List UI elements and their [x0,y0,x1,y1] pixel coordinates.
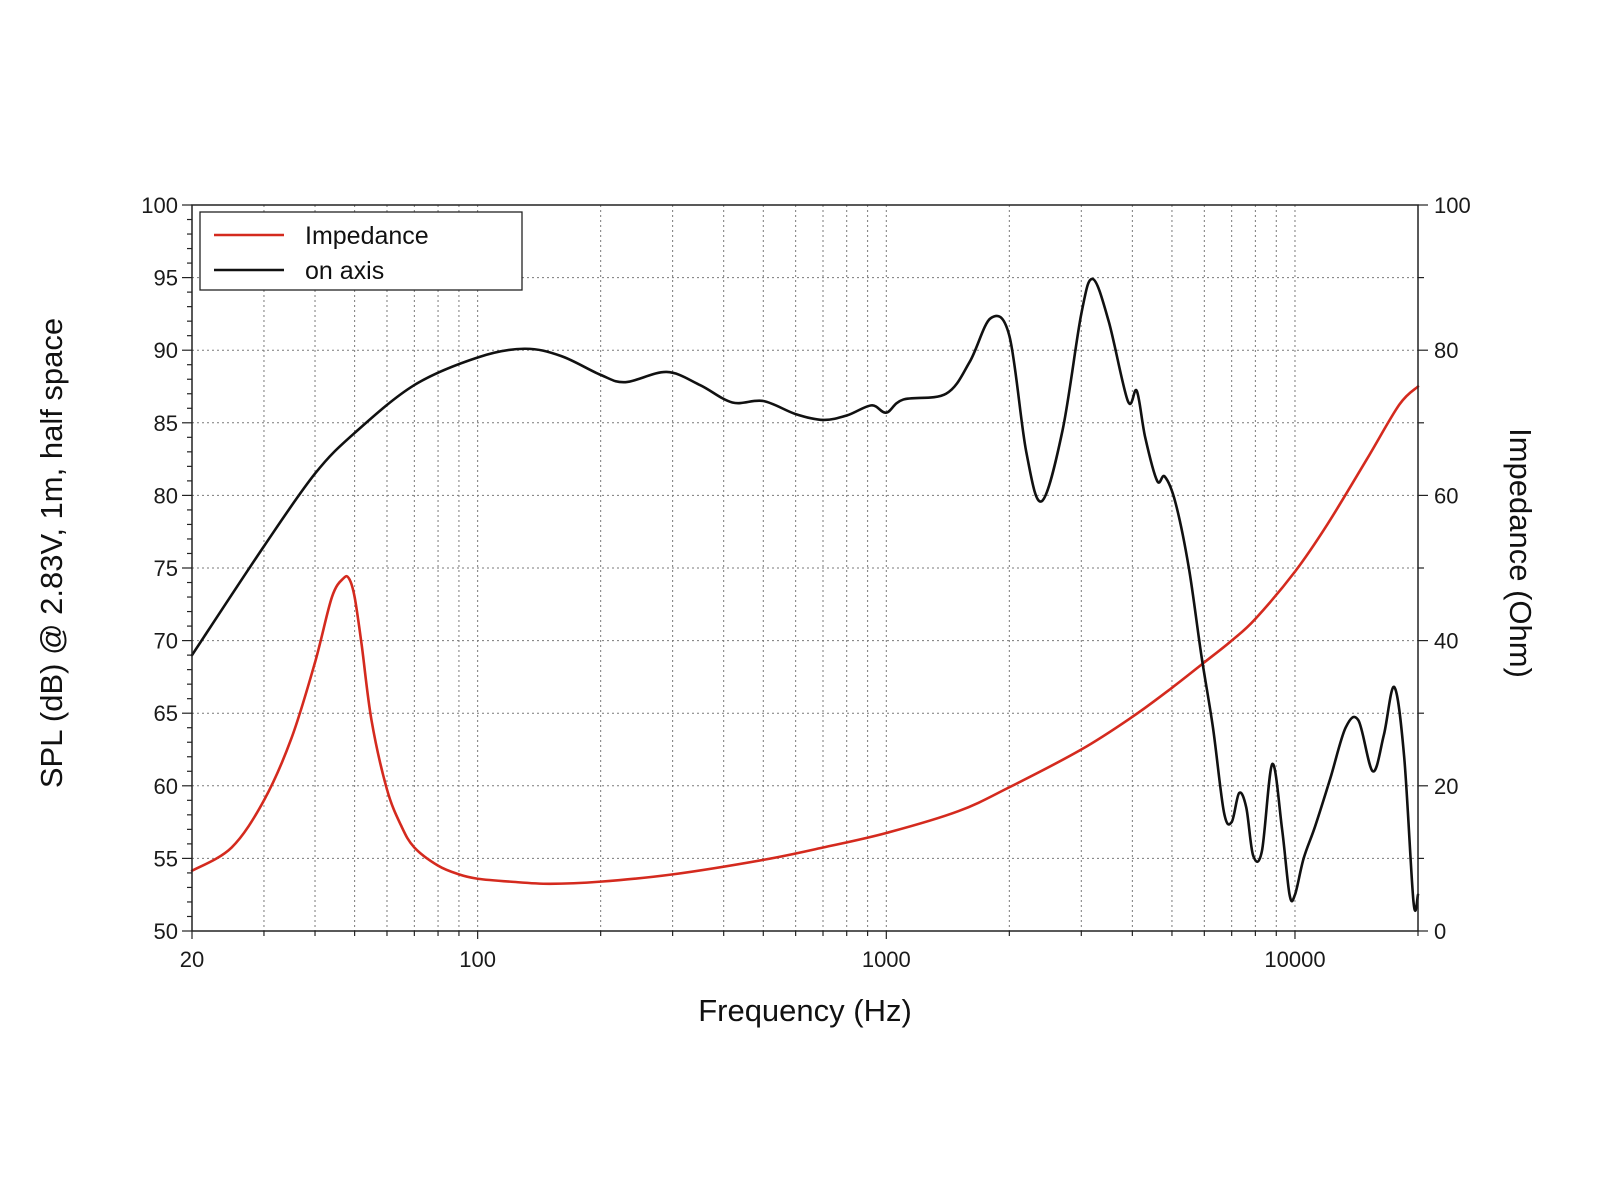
y2-tick-label: 40 [1434,629,1458,654]
y-tick-label: 90 [154,338,178,363]
legend-box [199,211,523,291]
legend: Impedance on axis [199,211,523,291]
legend-label-impedance: Impedance [305,222,429,250]
y2-axis-title: Impedance (Ohm) [1503,428,1538,678]
y2-tick-label: 0 [1434,919,1446,944]
x-tick-label: 1000 [862,947,911,972]
series-line-on-axis [190,277,1420,912]
plot-frame [191,204,1419,932]
y-tick-label: 75 [154,556,178,581]
x-tick-label: 100 [459,947,496,972]
y-tick-label: 50 [154,919,178,944]
x-tick-label: 10000 [1264,947,1325,972]
y-tick-label: 100 [141,193,178,218]
y-tick-label: 70 [154,629,178,654]
x-axis-title: Frequency (Hz) [698,993,912,1028]
y-tick-label: 95 [154,266,178,291]
series-layer [190,277,1420,912]
series-line-impedance [190,385,1420,886]
y-tick-label: 85 [154,411,178,436]
ticks-layer [182,204,1428,939]
y-tick-label: 65 [154,701,178,726]
y2-tick-label: 20 [1434,774,1458,799]
y2-tick-label: 60 [1434,483,1458,508]
y-tick-label: 80 [154,483,178,508]
y2-tick-label: 100 [1434,193,1471,218]
y-axis-title: SPL (dB) @ 2.83V, 1m, half space [34,318,69,788]
y-tick-label: 60 [154,774,178,799]
y-tick-label: 55 [154,846,178,871]
x-tick-label: 20 [180,947,204,972]
y2-tick-label: 80 [1434,338,1458,363]
grid-layer [192,205,1418,931]
legend-label-on-axis: on axis [305,257,384,285]
